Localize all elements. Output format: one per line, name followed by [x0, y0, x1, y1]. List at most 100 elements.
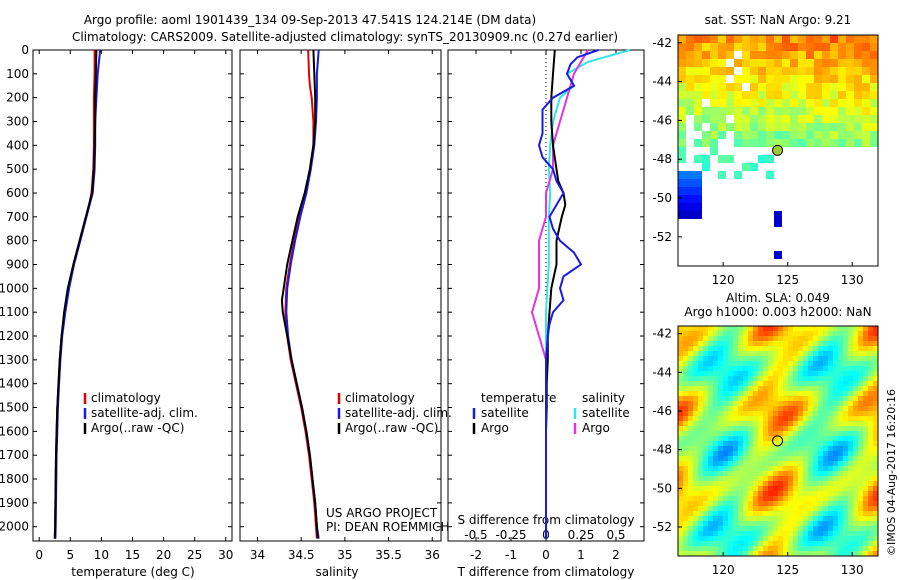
sla-cell	[838, 511, 843, 516]
sla-cell	[868, 371, 873, 376]
temp-legend-satellite: satellite-adj. clim.	[91, 406, 198, 420]
sla-cell	[713, 406, 718, 411]
sla-cell	[708, 551, 713, 556]
sla-cell	[743, 331, 748, 336]
sla-cell	[748, 366, 753, 371]
sla-cell	[818, 461, 823, 466]
sla-cell	[678, 326, 683, 331]
sla-cell	[788, 396, 793, 401]
sla-cell	[828, 551, 833, 556]
sla-cell	[823, 341, 828, 346]
sla-cell	[778, 376, 783, 381]
sla-cell	[688, 476, 693, 481]
sst-cell	[838, 75, 846, 83]
sla-cell	[843, 511, 848, 516]
sla-cell	[813, 541, 818, 546]
sla-cell	[773, 396, 778, 401]
sst-cell	[678, 131, 686, 139]
sla-cell	[818, 361, 823, 366]
sla-cell	[793, 536, 798, 541]
sst-cell	[806, 35, 814, 43]
sla-cell	[738, 461, 743, 466]
sla-cell	[793, 406, 798, 411]
sst-cell	[814, 131, 822, 139]
sla-cell	[698, 456, 703, 461]
sla-cell	[718, 516, 723, 521]
sst-cell	[742, 131, 750, 139]
sla-cell	[793, 416, 798, 421]
sla-cell	[868, 436, 873, 441]
sst-cell	[790, 67, 798, 75]
sla-cell	[783, 371, 788, 376]
sla-cell	[843, 376, 848, 381]
sst-cell	[774, 75, 782, 83]
map-1-frame	[677, 325, 879, 557]
sla-cell	[698, 376, 703, 381]
x-tick-label: 10	[94, 548, 109, 562]
sla-cell	[738, 451, 743, 456]
sla-cell	[758, 371, 763, 376]
sla-cell	[683, 461, 688, 466]
sla-cell	[743, 341, 748, 346]
sst-cell	[830, 139, 838, 147]
sla-cell	[773, 491, 778, 496]
sst-cell	[710, 83, 718, 91]
sla-cell	[848, 466, 853, 471]
sla-cell	[753, 471, 758, 476]
sla-cell	[683, 326, 688, 331]
sst-cell	[790, 75, 798, 83]
sla-cell	[763, 331, 768, 336]
sst-cell	[702, 51, 710, 59]
sla-cell	[803, 466, 808, 471]
depth-tick-label: 1000	[0, 281, 29, 295]
sla-cell	[873, 471, 878, 476]
sla-cell	[683, 331, 688, 336]
sst-cell	[766, 51, 774, 59]
sla-cell	[868, 421, 873, 426]
sla-cell	[858, 451, 863, 456]
sla-cell	[753, 551, 758, 556]
sla-cell	[748, 511, 753, 516]
sla-cell	[738, 531, 743, 536]
sla-cell	[778, 421, 783, 426]
sla-cell	[858, 356, 863, 361]
sla-cell	[763, 451, 768, 456]
sla-cell	[853, 531, 858, 536]
sla-cell	[758, 536, 763, 541]
sst-cell	[830, 123, 838, 131]
sla-cell	[858, 541, 863, 546]
sla-cell	[863, 511, 868, 516]
sst-cell	[694, 35, 702, 43]
sla-cell	[813, 361, 818, 366]
sla-cell	[873, 376, 878, 381]
sla-cell	[833, 336, 838, 341]
sla-cell	[738, 546, 743, 551]
sla-cell	[703, 521, 708, 526]
sla-cell	[733, 466, 738, 471]
sst-cell	[702, 115, 710, 123]
sla-cell	[793, 491, 798, 496]
sla-cell	[833, 346, 838, 351]
sla-cell	[858, 536, 863, 541]
sla-cell	[678, 541, 683, 546]
sla-cell	[858, 371, 863, 376]
sla-cell	[728, 481, 733, 486]
sla-cell	[808, 381, 813, 386]
sla-cell	[858, 396, 863, 401]
sla-cell	[678, 341, 683, 346]
sst-cell	[766, 171, 774, 179]
sla-cell	[858, 346, 863, 351]
sst-cell	[742, 67, 750, 75]
sla-cell	[868, 521, 873, 526]
sal-legend-climatology: climatology	[345, 391, 415, 405]
sla-cell	[793, 346, 798, 351]
sst-cell	[710, 115, 718, 123]
sla-cell	[718, 506, 723, 511]
sla-cell	[868, 376, 873, 381]
sla-cell	[698, 406, 703, 411]
sla-cell	[848, 496, 853, 501]
sst-cell	[854, 107, 862, 115]
sla-cell	[823, 501, 828, 506]
sla-cell	[793, 421, 798, 426]
sla-cell	[733, 471, 738, 476]
